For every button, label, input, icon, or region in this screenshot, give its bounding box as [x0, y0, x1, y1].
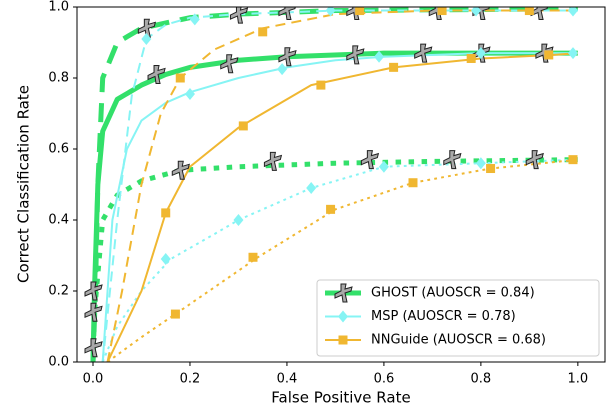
marker [170, 309, 180, 319]
x-tick-label: 0.8 [471, 372, 492, 387]
y-tick-label: 1.0 [48, 0, 69, 15]
marker [326, 204, 336, 214]
x-tick-label: 0.2 [180, 372, 201, 387]
y-tick-label: 0.2 [48, 284, 69, 299]
x-tick-label: 0.4 [277, 372, 298, 387]
marker [84, 302, 103, 322]
marker [475, 47, 486, 60]
legend-marker [338, 335, 348, 345]
marker [147, 64, 166, 84]
marker [233, 214, 244, 226]
marker [184, 87, 195, 100]
marker [258, 27, 268, 37]
marker [161, 208, 171, 218]
x-tick-label: 0.6 [374, 372, 395, 387]
marker [277, 63, 288, 76]
marker [486, 164, 496, 174]
curve [106, 158, 578, 362]
curve [101, 158, 578, 362]
marker [466, 53, 476, 63]
marker [374, 50, 385, 63]
marker [428, 7, 447, 21]
marker [544, 50, 554, 60]
marker [248, 252, 258, 262]
plot-frame [76, 6, 606, 363]
marker [471, 7, 482, 17]
marker [524, 7, 534, 16]
marker [346, 45, 365, 65]
marker [220, 54, 239, 74]
marker [346, 7, 364, 21]
marker [325, 7, 336, 17]
y-tick-label: 0.0 [48, 355, 69, 370]
marker [278, 7, 296, 21]
y-axis-title: Correct Classification Rate [15, 85, 33, 283]
legend-marker [334, 283, 353, 303]
marker [443, 150, 462, 170]
legend-label: NNGuide (AUOSCR = 0.68) [371, 333, 546, 348]
curve [90, 50, 578, 362]
marker [141, 32, 152, 45]
x-tick-label: 0.0 [83, 372, 104, 387]
marker [84, 338, 103, 358]
curve [101, 9, 578, 362]
marker [408, 178, 418, 188]
x-axis-title: False Positive Rate [271, 389, 410, 407]
legend-box [316, 279, 600, 357]
marker [475, 157, 486, 170]
legend-label: GHOST (AUOSCR = 0.84) [371, 286, 535, 301]
marker [568, 155, 578, 165]
marker [389, 62, 399, 72]
marker [189, 13, 200, 26]
x-tick-label: 1.0 [568, 372, 589, 387]
plot-area [84, 7, 578, 362]
marker [525, 150, 544, 170]
marker [306, 182, 317, 195]
y-tick-label: 0.6 [48, 142, 69, 157]
marker [160, 253, 171, 266]
marker [316, 80, 326, 90]
marker [355, 7, 365, 16]
marker [263, 151, 283, 171]
marker [378, 160, 389, 173]
marker [175, 73, 185, 83]
marker [568, 7, 578, 17]
marker [84, 281, 103, 301]
marker [414, 43, 433, 63]
curve [106, 52, 578, 362]
curve [106, 9, 578, 362]
legend-marker [338, 310, 348, 323]
marker [238, 121, 248, 131]
marker [568, 47, 578, 60]
legend: GHOST (AUOSCR = 0.84) MSP (AUOSCR = 0.78)… [316, 279, 600, 357]
marker [360, 150, 380, 170]
marker [229, 7, 249, 24]
y-tick-label: 0.8 [48, 71, 69, 86]
legend-label: MSP (AUOSCR = 0.78) [371, 309, 516, 324]
marker [137, 18, 157, 38]
marker [437, 7, 447, 16]
y-tick-label: 0.4 [48, 213, 69, 228]
marker [278, 47, 297, 67]
marker [171, 160, 190, 180]
